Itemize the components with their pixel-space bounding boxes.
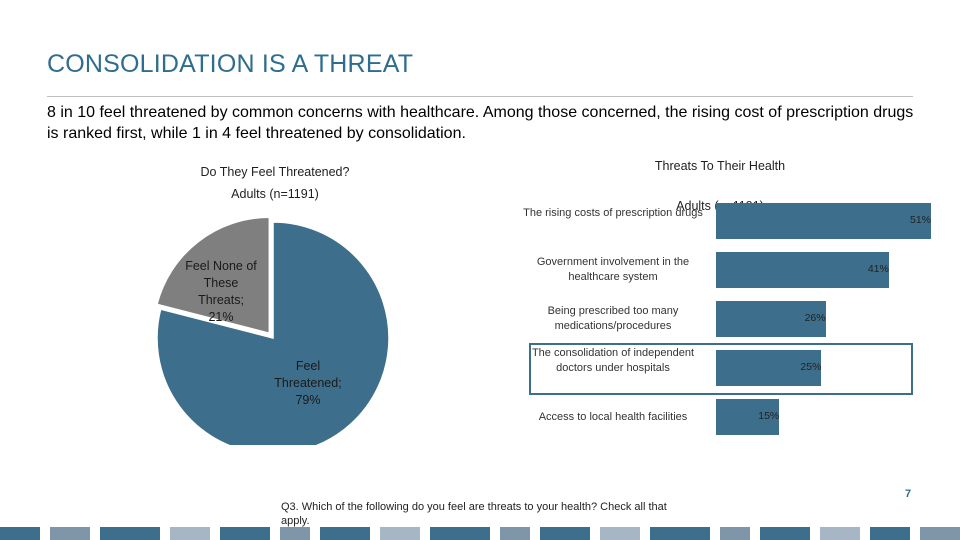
bar xyxy=(716,350,822,386)
bar-category-label: The rising costs of prescription drugs xyxy=(523,207,703,219)
bar-value-label: 26% xyxy=(804,312,826,324)
bar-value-label: 41% xyxy=(867,263,889,275)
bar-chart: The rising costs of prescription drugs 51… xyxy=(520,195,940,435)
pie-label-0: Feel Threatened; 79% xyxy=(274,359,341,407)
slide-title: CONSOLIDATION IS A THREAT xyxy=(47,50,414,78)
bar xyxy=(716,399,780,435)
pie-chart-title: Do They Feel Threatened? xyxy=(200,165,350,179)
bar xyxy=(716,203,931,239)
footer-strip xyxy=(0,527,960,540)
bar-chart-title: Threats To Their Health xyxy=(654,159,786,173)
bar-category-label: Being prescribed too many medications/pr… xyxy=(547,305,679,332)
footnote: Q3. Which of the following do you feel a… xyxy=(281,501,667,527)
slide-subtitle: 8 in 10 feel threatened by common concer… xyxy=(47,104,914,142)
title-divider xyxy=(47,96,913,97)
pie-label-1: Feel None of These Threats; 21% xyxy=(185,259,257,324)
bar-value-label: 51% xyxy=(910,214,932,226)
bar-category-label: The consolidation of independent doctors… xyxy=(531,347,695,374)
pie-chart-subtitle: Adults (n=1191) xyxy=(231,187,319,201)
bar-category-label: Government involvement in the healthcare… xyxy=(536,256,690,283)
bar-value-label: 15% xyxy=(758,410,780,422)
highlight-box xyxy=(529,343,913,395)
pie-slice-1 xyxy=(156,216,271,335)
bar xyxy=(716,301,826,337)
pie-slice-0 xyxy=(156,221,390,445)
bar-category-label: Access to local health facilities xyxy=(538,410,688,423)
pie-chart: Feel Threatened; 79% Feel None of These Threa… xyxy=(156,216,390,445)
page-number: 7 xyxy=(905,488,912,500)
bar-value-label: 25% xyxy=(800,361,822,373)
bar xyxy=(716,252,889,288)
